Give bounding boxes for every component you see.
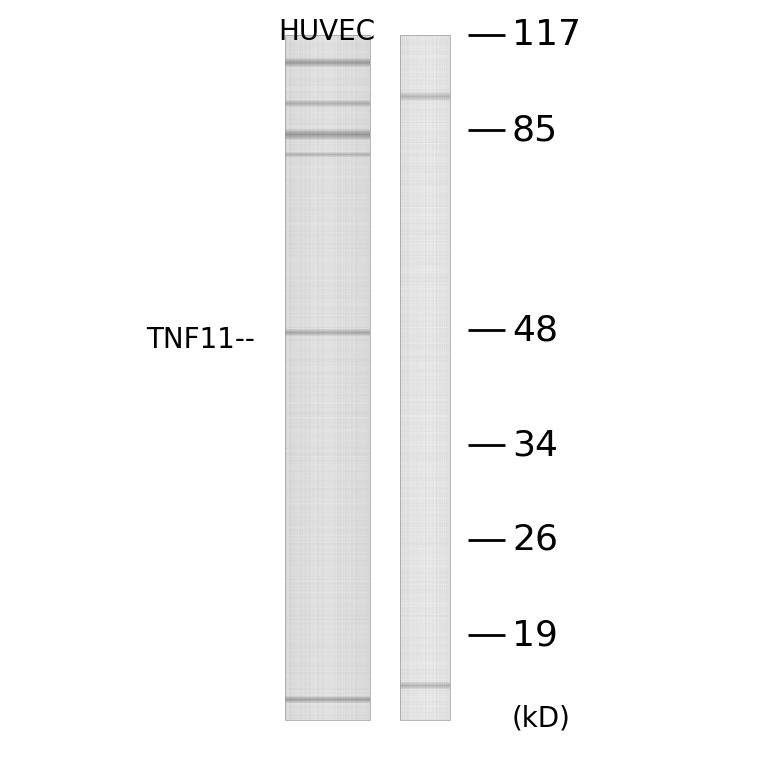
Text: 85: 85	[512, 113, 558, 147]
Bar	[400, 35, 450, 720]
Text: HUVEC: HUVEC	[278, 18, 376, 46]
Bar	[285, 35, 370, 720]
Text: 19: 19	[512, 618, 558, 652]
Text: TNF11--: TNF11--	[146, 326, 255, 354]
Text: (kD): (kD)	[512, 704, 571, 732]
Text: 117: 117	[512, 18, 581, 52]
Text: 34: 34	[512, 428, 558, 462]
Text: 26: 26	[512, 523, 558, 557]
Text: 48: 48	[512, 313, 558, 347]
